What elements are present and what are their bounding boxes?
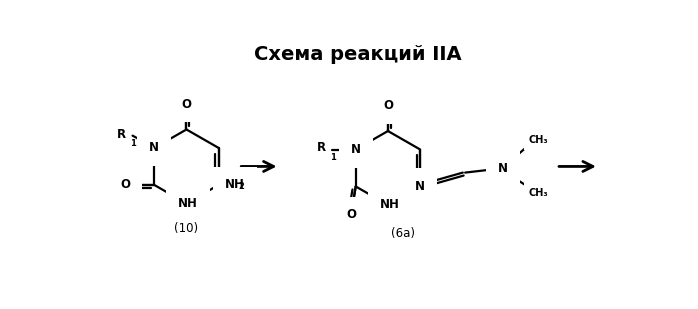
Text: N: N	[415, 180, 425, 193]
Text: O: O	[121, 178, 131, 191]
Text: NH: NH	[225, 178, 245, 191]
Text: (10): (10)	[174, 222, 198, 235]
Text: 2: 2	[239, 182, 245, 191]
Text: (6а): (6а)	[392, 227, 415, 240]
Text: NH: NH	[178, 197, 198, 210]
Text: 1: 1	[330, 153, 336, 162]
Text: N: N	[149, 142, 159, 154]
Text: CH₃: CH₃	[528, 188, 549, 198]
Text: 1: 1	[131, 139, 136, 148]
Text: R: R	[117, 128, 126, 141]
Text: NH: NH	[380, 198, 399, 211]
Text: O: O	[181, 98, 191, 111]
Text: Схема реакций IIA: Схема реакций IIA	[254, 44, 461, 64]
Text: N: N	[350, 143, 361, 156]
Text: CH₃: CH₃	[528, 135, 549, 145]
Text: R: R	[317, 142, 326, 154]
Text: O: O	[347, 209, 357, 222]
Text: N: N	[498, 162, 508, 175]
Text: O: O	[383, 99, 393, 112]
